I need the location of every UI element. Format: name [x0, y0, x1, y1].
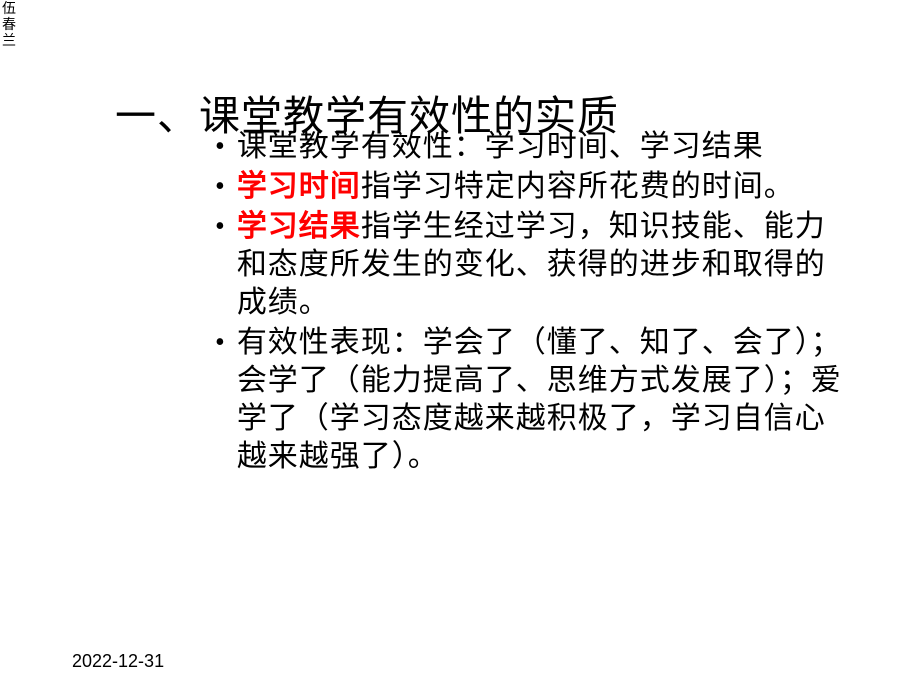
bullet-marker: •	[215, 324, 225, 362]
bullet-2-rest: 指学习特定内容所花费的时间。	[361, 170, 795, 203]
bullet-3-text: 学习结果指学生经过学习，知识技能、能力和态度所发生的变化、获得的进步和取得的成绩…	[237, 208, 845, 322]
bullet-3-highlight: 学习结果	[237, 210, 361, 243]
bullet-3: • 学习结果指学生经过学习，知识技能、能力和态度所发生的变化、获得的进步和取得的…	[215, 208, 845, 322]
bullet-2-text: 学习时间指学习特定内容所花费的时间。	[237, 168, 795, 206]
corner-label: 伍 春 兰	[2, 2, 20, 50]
bullet-1: • 课堂教学有效性：学习时间、学习结果	[215, 128, 845, 166]
slide-date: 2022-12-31	[72, 651, 164, 672]
bullet-1-text: 课堂教学有效性：学习时间、学习结果	[237, 128, 764, 166]
bullet-4-text: 有效性表现：学会了（懂了、知了、会了）；会学了（能力提高了、思维方式发展了）；爱…	[237, 324, 845, 476]
bullet-2: • 学习时间指学习特定内容所花费的时间。	[215, 168, 845, 206]
bullet-2-highlight: 学习时间	[237, 170, 361, 203]
corner-char-1: 伍	[2, 2, 20, 18]
corner-char-3: 兰	[2, 34, 20, 50]
slide-content: • 课堂教学有效性：学习时间、学习结果 • 学习时间指学习特定内容所花费的时间。…	[215, 128, 845, 478]
bullet-4: • 有效性表现：学会了（懂了、知了、会了）；会学了（能力提高了、思维方式发展了）…	[215, 324, 845, 476]
bullet-marker: •	[215, 208, 225, 246]
bullet-marker: •	[215, 128, 225, 166]
corner-char-2: 春	[2, 18, 20, 34]
bullet-marker: •	[215, 168, 225, 206]
